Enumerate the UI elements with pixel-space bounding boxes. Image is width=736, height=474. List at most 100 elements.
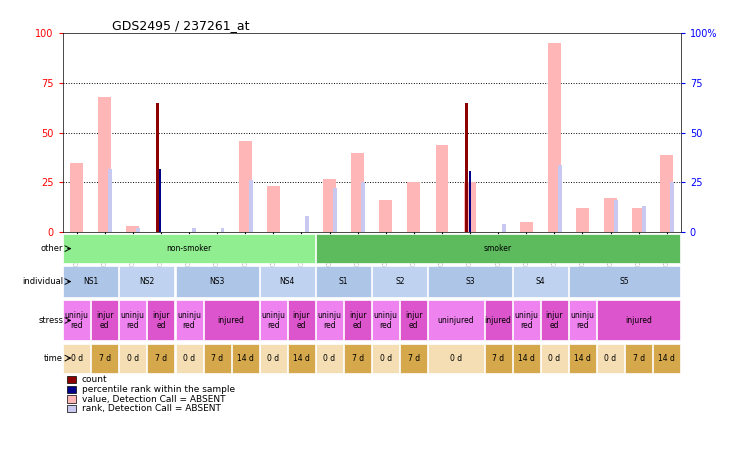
Text: 7 d: 7 d bbox=[99, 354, 111, 363]
Bar bbox=[569, 266, 680, 297]
Text: GDS2495 / 237261_at: GDS2495 / 237261_at bbox=[112, 19, 250, 32]
Bar bbox=[520, 222, 533, 232]
Bar bbox=[147, 301, 174, 340]
Bar bbox=[604, 199, 617, 232]
Text: 0 d: 0 d bbox=[127, 354, 139, 363]
Bar bbox=[91, 301, 118, 340]
Bar bbox=[119, 344, 146, 373]
Text: injur
ed: injur ed bbox=[152, 311, 170, 330]
Bar bbox=[316, 344, 343, 373]
Bar bbox=[160, 169, 161, 232]
Text: uninju
red: uninju red bbox=[121, 311, 145, 330]
Bar bbox=[576, 209, 589, 232]
Bar bbox=[654, 344, 680, 373]
Text: uninju
red: uninju red bbox=[514, 311, 538, 330]
Bar bbox=[127, 226, 139, 232]
Text: time: time bbox=[44, 354, 63, 363]
Bar bbox=[288, 301, 315, 340]
Bar bbox=[548, 43, 561, 232]
Text: injur
ed: injur ed bbox=[545, 311, 563, 330]
Text: 14 d: 14 d bbox=[237, 354, 254, 363]
Bar bbox=[119, 266, 174, 297]
Bar bbox=[136, 228, 140, 232]
Bar bbox=[558, 164, 562, 232]
Bar bbox=[501, 224, 506, 232]
Text: 0 d: 0 d bbox=[183, 354, 195, 363]
Text: injur
ed: injur ed bbox=[405, 311, 422, 330]
Bar bbox=[238, 141, 252, 232]
Bar bbox=[361, 182, 365, 232]
Text: uninju
red: uninju red bbox=[570, 311, 595, 330]
Text: stress: stress bbox=[38, 316, 63, 325]
Bar bbox=[400, 301, 428, 340]
Bar bbox=[316, 234, 680, 263]
Text: NS1: NS1 bbox=[83, 277, 99, 286]
Text: 0 d: 0 d bbox=[380, 354, 392, 363]
Bar bbox=[597, 344, 624, 373]
Text: non-smoker: non-smoker bbox=[166, 244, 212, 253]
Text: uninjured: uninjured bbox=[438, 316, 474, 325]
Bar bbox=[484, 301, 512, 340]
Text: uninju
red: uninju red bbox=[65, 311, 88, 330]
Bar bbox=[632, 209, 645, 232]
Bar bbox=[175, 301, 202, 340]
Text: 7 d: 7 d bbox=[408, 354, 420, 363]
Bar bbox=[175, 344, 202, 373]
Bar bbox=[379, 201, 392, 232]
Bar bbox=[372, 301, 399, 340]
Bar bbox=[66, 386, 76, 393]
Bar bbox=[260, 344, 287, 373]
Bar bbox=[66, 405, 76, 412]
Text: 14 d: 14 d bbox=[574, 354, 591, 363]
Text: smoker: smoker bbox=[484, 244, 512, 253]
Bar bbox=[569, 344, 596, 373]
Bar bbox=[91, 344, 118, 373]
Bar bbox=[428, 266, 512, 297]
Bar bbox=[260, 266, 315, 297]
Text: 7 d: 7 d bbox=[155, 354, 167, 363]
Bar bbox=[249, 181, 252, 232]
Text: uninju
red: uninju red bbox=[374, 311, 397, 330]
Bar bbox=[597, 301, 680, 340]
Bar bbox=[70, 163, 83, 232]
Text: 14 d: 14 d bbox=[658, 354, 675, 363]
Bar bbox=[156, 103, 159, 232]
Text: 14 d: 14 d bbox=[518, 354, 534, 363]
Bar bbox=[660, 155, 673, 232]
Bar bbox=[513, 301, 539, 340]
Bar bbox=[625, 344, 652, 373]
Bar bbox=[569, 301, 596, 340]
Bar bbox=[66, 395, 76, 403]
Bar bbox=[66, 376, 76, 383]
Bar bbox=[642, 206, 646, 232]
Bar bbox=[344, 301, 371, 340]
Bar bbox=[465, 103, 468, 232]
Bar bbox=[147, 344, 174, 373]
Text: 0 d: 0 d bbox=[267, 354, 280, 363]
Text: 7 d: 7 d bbox=[492, 354, 504, 363]
Text: injured: injured bbox=[485, 316, 512, 325]
Text: NS3: NS3 bbox=[210, 277, 224, 286]
Bar bbox=[436, 145, 448, 232]
Bar bbox=[204, 344, 230, 373]
Bar bbox=[192, 228, 197, 232]
Bar bbox=[63, 301, 90, 340]
Bar bbox=[428, 344, 484, 373]
Text: S1: S1 bbox=[339, 277, 348, 286]
Text: NS4: NS4 bbox=[280, 277, 295, 286]
Bar bbox=[99, 97, 111, 232]
Bar bbox=[464, 182, 476, 232]
Bar bbox=[260, 301, 287, 340]
Text: uninju
red: uninju red bbox=[177, 311, 201, 330]
Text: individual: individual bbox=[22, 277, 63, 286]
Text: S5: S5 bbox=[620, 277, 629, 286]
Bar bbox=[670, 182, 674, 232]
Bar bbox=[484, 344, 512, 373]
Text: uninju
red: uninju red bbox=[261, 311, 286, 330]
Text: percentile rank within the sample: percentile rank within the sample bbox=[82, 385, 235, 394]
Bar bbox=[344, 344, 371, 373]
Bar bbox=[63, 266, 118, 297]
Text: 0 d: 0 d bbox=[548, 354, 560, 363]
Bar bbox=[372, 344, 399, 373]
Bar bbox=[372, 266, 428, 297]
